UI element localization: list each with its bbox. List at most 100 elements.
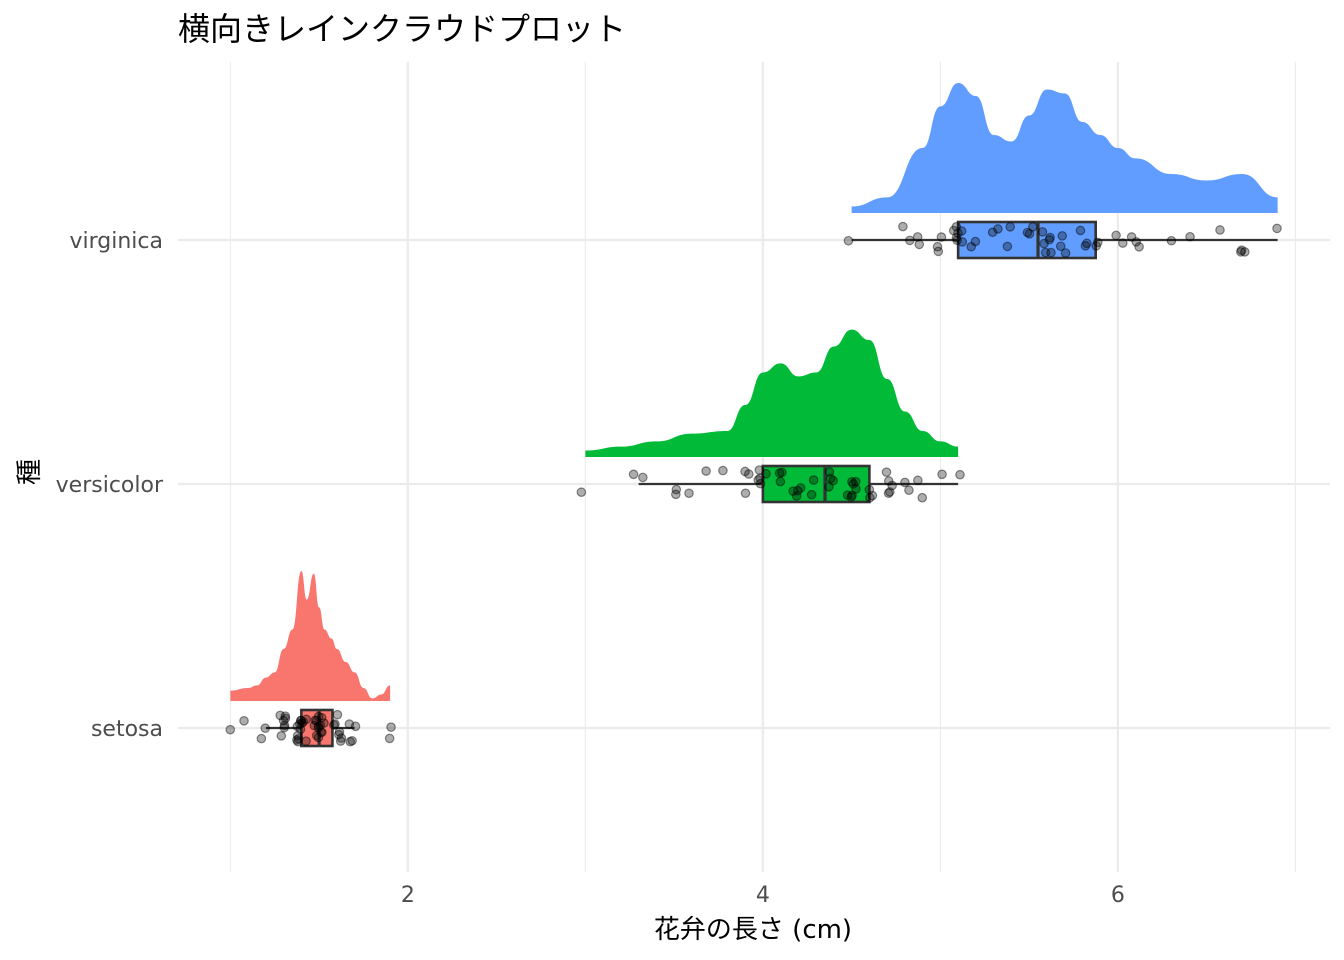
- data-point-setosa: [292, 735, 302, 745]
- data-point-versicolor: [881, 467, 892, 477]
- data-point-setosa: [293, 736, 303, 747]
- data-point-virginica: [936, 232, 947, 242]
- data-point-virginica: [1215, 225, 1225, 235]
- data-point-setosa: [276, 731, 287, 741]
- data-point-virginica: [1185, 231, 1195, 242]
- y-tick-label: setosa: [91, 717, 163, 742]
- data-point-setosa: [313, 732, 324, 743]
- data-point-versicolor: [753, 475, 764, 485]
- data-point-versicolor: [825, 473, 836, 484]
- density-cloud-setosa: [230, 571, 391, 701]
- data-point-setosa: [329, 720, 339, 730]
- data-point-setosa: [334, 729, 344, 740]
- box-setosa: [300, 708, 334, 748]
- data-point-setosa: [297, 718, 307, 729]
- data-point-setosa: [292, 721, 303, 732]
- data-point-versicolor: [917, 492, 928, 503]
- data-point-virginica: [1092, 237, 1103, 248]
- box-plots: [265, 220, 1278, 748]
- data-point-versicolor: [806, 489, 817, 500]
- data-point-virginica: [1166, 235, 1177, 246]
- data-point-virginica: [914, 239, 925, 250]
- data-point-setosa: [256, 733, 267, 744]
- data-point-setosa: [239, 716, 249, 726]
- data-point-versicolor: [824, 482, 834, 492]
- data-point-virginica: [1091, 241, 1102, 251]
- data-point-virginica: [1126, 232, 1137, 242]
- data-point-virginica: [1045, 232, 1055, 243]
- y-tick-label: virginica: [70, 229, 164, 254]
- data-point-versicolor: [774, 468, 785, 478]
- y-tick-labels: setosa versicolor virginica: [56, 229, 164, 742]
- data-point-setosa: [384, 733, 395, 744]
- data-point-setosa: [292, 730, 303, 741]
- data-point-versicolor: [791, 491, 802, 501]
- data-point-virginica: [970, 236, 981, 247]
- data-point-setosa: [298, 717, 308, 727]
- data-point-versicolor: [671, 484, 682, 495]
- data-point-setosa: [386, 722, 396, 732]
- data-point-setosa: [280, 713, 291, 724]
- data-point-versicolor: [883, 488, 894, 499]
- data-point-virginica: [1002, 241, 1013, 252]
- y-tick-label: versicolor: [56, 473, 164, 498]
- data-point-setosa: [335, 736, 346, 746]
- data-point-versicolor: [788, 486, 798, 496]
- data-point-virginica: [1236, 247, 1246, 257]
- data-point-versicolor: [638, 472, 648, 483]
- data-point-virginica: [953, 228, 963, 238]
- data-point-versicolor: [900, 477, 910, 488]
- x-tick-label: 2: [401, 883, 415, 908]
- data-point-virginica: [966, 241, 976, 252]
- data-point-setosa: [278, 715, 289, 726]
- x-tick-label: 4: [756, 883, 770, 908]
- data-point-virginica: [1046, 247, 1056, 258]
- data-point-setosa: [279, 722, 290, 733]
- x-tick-labels: 2 4 6: [401, 883, 1125, 908]
- data-point-setosa: [295, 715, 306, 726]
- data-point-versicolor: [755, 478, 766, 489]
- data-point-virginica: [987, 227, 998, 238]
- data-point-virginica: [1022, 227, 1033, 238]
- data-point-setosa: [260, 723, 271, 733]
- box-versicolor: [761, 464, 871, 504]
- data-point-versicolor: [846, 492, 856, 502]
- box-virginica: [956, 220, 1097, 260]
- data-point-setosa: [316, 727, 326, 737]
- data-point-versicolor: [850, 476, 861, 487]
- data-point-virginica: [1057, 231, 1068, 241]
- data-point-virginica: [932, 241, 943, 252]
- data-point-virginica: [1272, 223, 1282, 234]
- data-point-virginica: [1060, 248, 1071, 258]
- data-point-versicolor: [761, 469, 771, 479]
- data-point-virginica: [1080, 241, 1091, 251]
- data-point-setosa: [332, 709, 343, 720]
- data-point-virginica: [957, 237, 968, 247]
- jitter-points: [225, 221, 1282, 747]
- data-point-versicolor: [847, 477, 857, 487]
- data-point-versicolor: [777, 467, 787, 478]
- data-point-setosa: [317, 727, 327, 738]
- data-point-setosa: [313, 721, 324, 732]
- data-point-setosa: [319, 718, 329, 728]
- density-clouds: [230, 83, 1278, 701]
- data-point-versicolor: [865, 492, 875, 503]
- data-point-setosa: [345, 736, 356, 747]
- data-point-versicolor: [775, 476, 786, 487]
- data-point-virginica: [951, 221, 962, 232]
- data-point-versicolor: [851, 484, 861, 494]
- data-point-virginica: [948, 225, 959, 236]
- data-point-virginica: [1111, 230, 1121, 241]
- data-point-versicolor: [884, 487, 895, 497]
- data-point-setosa: [309, 720, 320, 731]
- data-point-setosa: [330, 719, 340, 729]
- data-point-versicolor: [937, 469, 947, 480]
- data-point-versicolor: [740, 488, 751, 499]
- data-point-versicolor: [828, 475, 839, 486]
- data-point-setosa: [295, 724, 306, 735]
- data-point-virginica: [1044, 234, 1055, 245]
- data-point-versicolor: [955, 469, 965, 480]
- data-point-virginica: [912, 232, 923, 242]
- data-point-virginica: [933, 246, 944, 257]
